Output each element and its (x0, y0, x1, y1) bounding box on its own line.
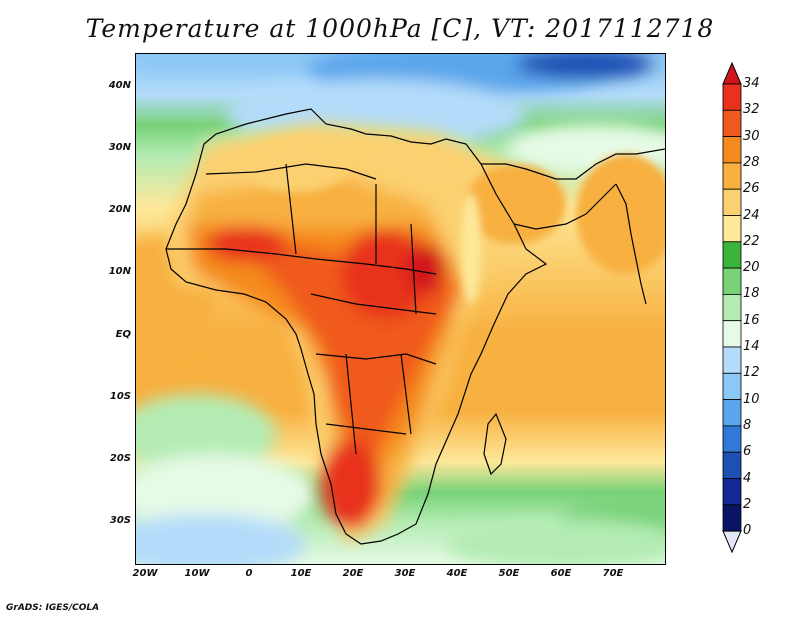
colorbar-tick-label: 16 (743, 312, 760, 328)
colorbar-segment (722, 346, 742, 374)
colorbar-tick-label: 8 (743, 417, 752, 433)
lon-label: 10E (290, 568, 312, 579)
lat-label: 10N (108, 266, 131, 277)
lat-label: 40N (108, 80, 131, 91)
colorbar-segment (722, 188, 742, 216)
atlantic-west (136, 234, 665, 564)
colorbar-segment (722, 504, 742, 532)
colorbar-segment (722, 478, 742, 506)
lon-label: 20E (342, 568, 364, 579)
colorbar-tick-label: 4 (743, 470, 752, 486)
arabia-field (241, 136, 665, 304)
colorbar-tick-label: 22 (743, 233, 760, 249)
colorbar-tick-label: 12 (743, 365, 760, 381)
colorbar-under-triangle (722, 530, 742, 554)
lon-label: 30E (394, 568, 416, 579)
colorbar-over-triangle (722, 62, 742, 85)
colorbar-segment (722, 162, 742, 190)
map-title: Temperature at 1000hPa [C], VT: 20171127… (85, 14, 715, 43)
colorbar-segment (722, 399, 742, 427)
lat-label: 10S (109, 391, 131, 402)
colorbar-tick-label: 10 (743, 391, 760, 407)
colorbar-segment (722, 267, 742, 295)
lat-label: 30N (108, 142, 131, 153)
colorbar-tick-label: 28 (743, 154, 760, 170)
colorbar-tick-label: 18 (743, 286, 760, 302)
colorbar-segment (722, 320, 742, 348)
colorbar-segment (722, 136, 742, 164)
colorbar-tick-label: 14 (743, 339, 760, 354)
colorbar-tick-label: 26 (743, 181, 760, 197)
lat-label: EQ (115, 329, 131, 340)
africa-heat (166, 124, 516, 544)
lon-label: 0 (245, 568, 253, 579)
colorbar-segment (722, 293, 742, 322)
footer-credit: GrADS: IGES/COLA (6, 603, 100, 613)
lat-label: 30S (109, 515, 131, 526)
colorbar-segment (722, 451, 742, 479)
lon-label: 40E (446, 568, 468, 579)
colorbar-tick-label: 30 (743, 128, 760, 144)
colorbar-segment (722, 372, 742, 400)
coastlines (165, 108, 665, 545)
colorbar-segment (722, 425, 742, 453)
lon-label: 20W (132, 568, 158, 579)
lon-label: 10W (184, 568, 210, 579)
colorbar (722, 62, 742, 554)
colorbar-segment (722, 83, 742, 111)
colorbar-tick-label: 2 (743, 496, 752, 512)
colorbar-tick-label: 6 (743, 444, 752, 460)
lat-label: 20N (108, 204, 131, 215)
temperature-map (136, 54, 665, 564)
lat-label: 20S (109, 453, 131, 464)
colorbar-tick-label: 0 (743, 523, 752, 539)
map-panel (135, 53, 666, 565)
colorbar-segment (722, 109, 742, 137)
colorbar-tick-label: 20 (743, 260, 760, 276)
colorbar-tick-label: 34 (743, 76, 760, 91)
colorbar-tick-label: 24 (743, 207, 760, 223)
colorbar-segment (722, 215, 742, 243)
lon-label: 50E (498, 568, 520, 579)
lon-label: 70E (602, 568, 624, 579)
lon-label: 60E (550, 568, 572, 579)
colorbar-tick-label: 32 (743, 102, 760, 118)
colorbar-segment (722, 241, 742, 269)
